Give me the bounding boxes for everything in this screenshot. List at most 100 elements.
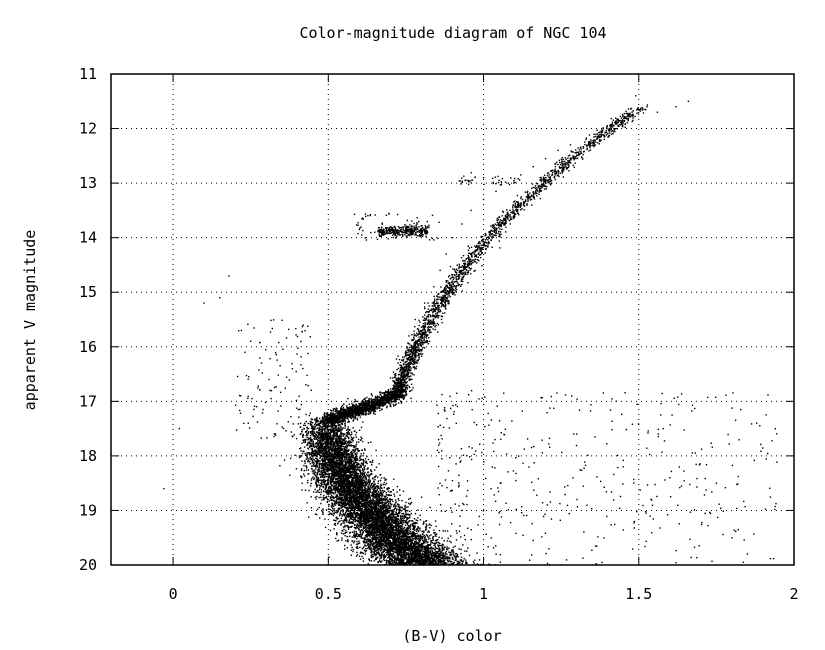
data-point bbox=[383, 557, 385, 559]
data-point bbox=[359, 506, 361, 508]
data-point bbox=[308, 461, 311, 463]
data-point bbox=[349, 463, 351, 465]
data-point bbox=[310, 482, 313, 485]
data-point bbox=[340, 449, 342, 451]
data-point bbox=[401, 500, 403, 502]
data-point bbox=[327, 468, 329, 471]
data-point bbox=[409, 536, 412, 538]
data-point bbox=[429, 506, 431, 509]
data-point bbox=[454, 559, 456, 562]
data-point bbox=[331, 494, 333, 497]
data-point bbox=[448, 556, 451, 559]
data-point bbox=[319, 476, 322, 479]
data-point bbox=[451, 553, 453, 556]
data-point bbox=[346, 432, 349, 435]
data-point bbox=[448, 559, 450, 562]
data-point bbox=[347, 435, 349, 438]
data-point bbox=[331, 506, 333, 508]
data-point bbox=[364, 465, 366, 467]
data-point bbox=[333, 473, 336, 475]
data-point bbox=[341, 487, 343, 490]
data-point bbox=[303, 475, 306, 477]
data-point bbox=[418, 551, 420, 553]
data-point bbox=[340, 500, 343, 502]
data-point bbox=[295, 468, 298, 470]
data-point bbox=[340, 517, 342, 520]
data-point bbox=[386, 509, 388, 512]
data-point bbox=[368, 490, 370, 493]
data-point bbox=[418, 537, 420, 539]
data-point bbox=[443, 557, 445, 559]
data-point bbox=[428, 561, 430, 564]
data-point bbox=[356, 475, 359, 477]
data-point bbox=[315, 481, 317, 483]
data-point bbox=[396, 551, 399, 553]
data-point bbox=[453, 551, 455, 553]
data-point bbox=[333, 510, 336, 512]
data-point bbox=[375, 497, 377, 500]
data-point bbox=[344, 513, 346, 515]
data-point bbox=[322, 450, 324, 453]
data-point bbox=[419, 536, 421, 538]
data-point bbox=[355, 454, 358, 456]
data-point bbox=[376, 499, 379, 501]
data-point bbox=[370, 548, 372, 550]
data-point bbox=[381, 504, 384, 506]
data-point bbox=[324, 428, 326, 431]
data-point bbox=[420, 551, 422, 553]
data-point bbox=[311, 439, 313, 441]
data-point bbox=[383, 521, 385, 523]
data-point bbox=[305, 469, 308, 471]
data-point bbox=[353, 498, 355, 501]
data-point bbox=[377, 485, 379, 487]
data-point bbox=[314, 453, 316, 456]
data-point bbox=[379, 513, 381, 515]
data-point bbox=[328, 432, 330, 434]
data-point bbox=[368, 505, 370, 507]
data-point bbox=[305, 420, 307, 423]
data-point bbox=[307, 448, 310, 450]
data-point bbox=[378, 517, 380, 519]
data-point bbox=[421, 533, 424, 535]
data-point bbox=[356, 486, 358, 489]
data-point bbox=[314, 423, 317, 425]
data-point bbox=[318, 466, 320, 469]
data-point bbox=[337, 502, 339, 504]
data-point bbox=[375, 475, 377, 477]
data-point bbox=[378, 463, 380, 465]
data-point bbox=[362, 495, 365, 497]
data-point bbox=[316, 464, 318, 467]
data-point bbox=[314, 435, 316, 437]
data-point bbox=[338, 422, 340, 424]
data-point bbox=[310, 445, 313, 448]
data-point bbox=[377, 543, 379, 545]
data-point bbox=[439, 542, 441, 545]
data-point bbox=[355, 490, 357, 492]
data-point bbox=[368, 538, 370, 541]
data-point bbox=[336, 501, 338, 503]
data-point bbox=[392, 500, 394, 502]
data-point bbox=[412, 528, 414, 530]
data-point bbox=[405, 513, 407, 515]
data-point bbox=[328, 469, 330, 472]
data-point bbox=[345, 476, 347, 479]
data-point bbox=[452, 546, 455, 548]
data-point bbox=[359, 519, 361, 521]
data-point bbox=[351, 452, 353, 454]
data-point bbox=[324, 425, 326, 428]
data-point bbox=[389, 506, 392, 508]
data-point bbox=[400, 522, 403, 525]
data-point bbox=[358, 488, 361, 490]
data-point bbox=[316, 446, 318, 448]
data-point bbox=[334, 519, 336, 522]
data-point bbox=[436, 547, 438, 550]
data-point bbox=[324, 489, 327, 491]
data-point bbox=[405, 509, 407, 512]
data-point bbox=[390, 518, 392, 520]
data-point bbox=[310, 458, 312, 461]
data-point bbox=[345, 440, 348, 442]
data-point bbox=[360, 537, 362, 539]
data-point bbox=[414, 523, 417, 525]
data-point bbox=[353, 536, 355, 538]
data-point bbox=[393, 505, 395, 507]
